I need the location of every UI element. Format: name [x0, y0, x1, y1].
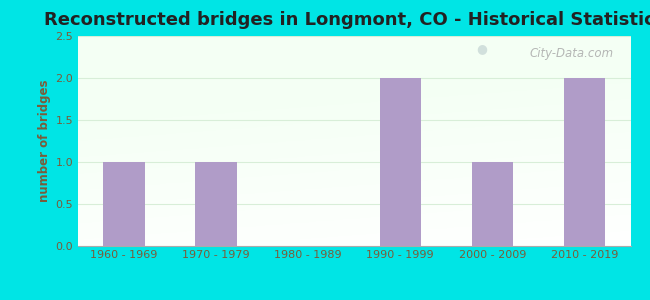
- Bar: [472, 162, 513, 246]
- Bar: [103, 162, 145, 246]
- Y-axis label: number of bridges: number of bridges: [38, 80, 51, 202]
- Bar: [564, 78, 605, 246]
- Bar: [380, 78, 421, 246]
- Text: City-Data.com: City-Data.com: [530, 46, 614, 59]
- Title: Reconstructed bridges in Longmont, CO - Historical Statistics: Reconstructed bridges in Longmont, CO - …: [44, 11, 650, 29]
- Text: ●: ●: [476, 42, 487, 55]
- Bar: [196, 162, 237, 246]
